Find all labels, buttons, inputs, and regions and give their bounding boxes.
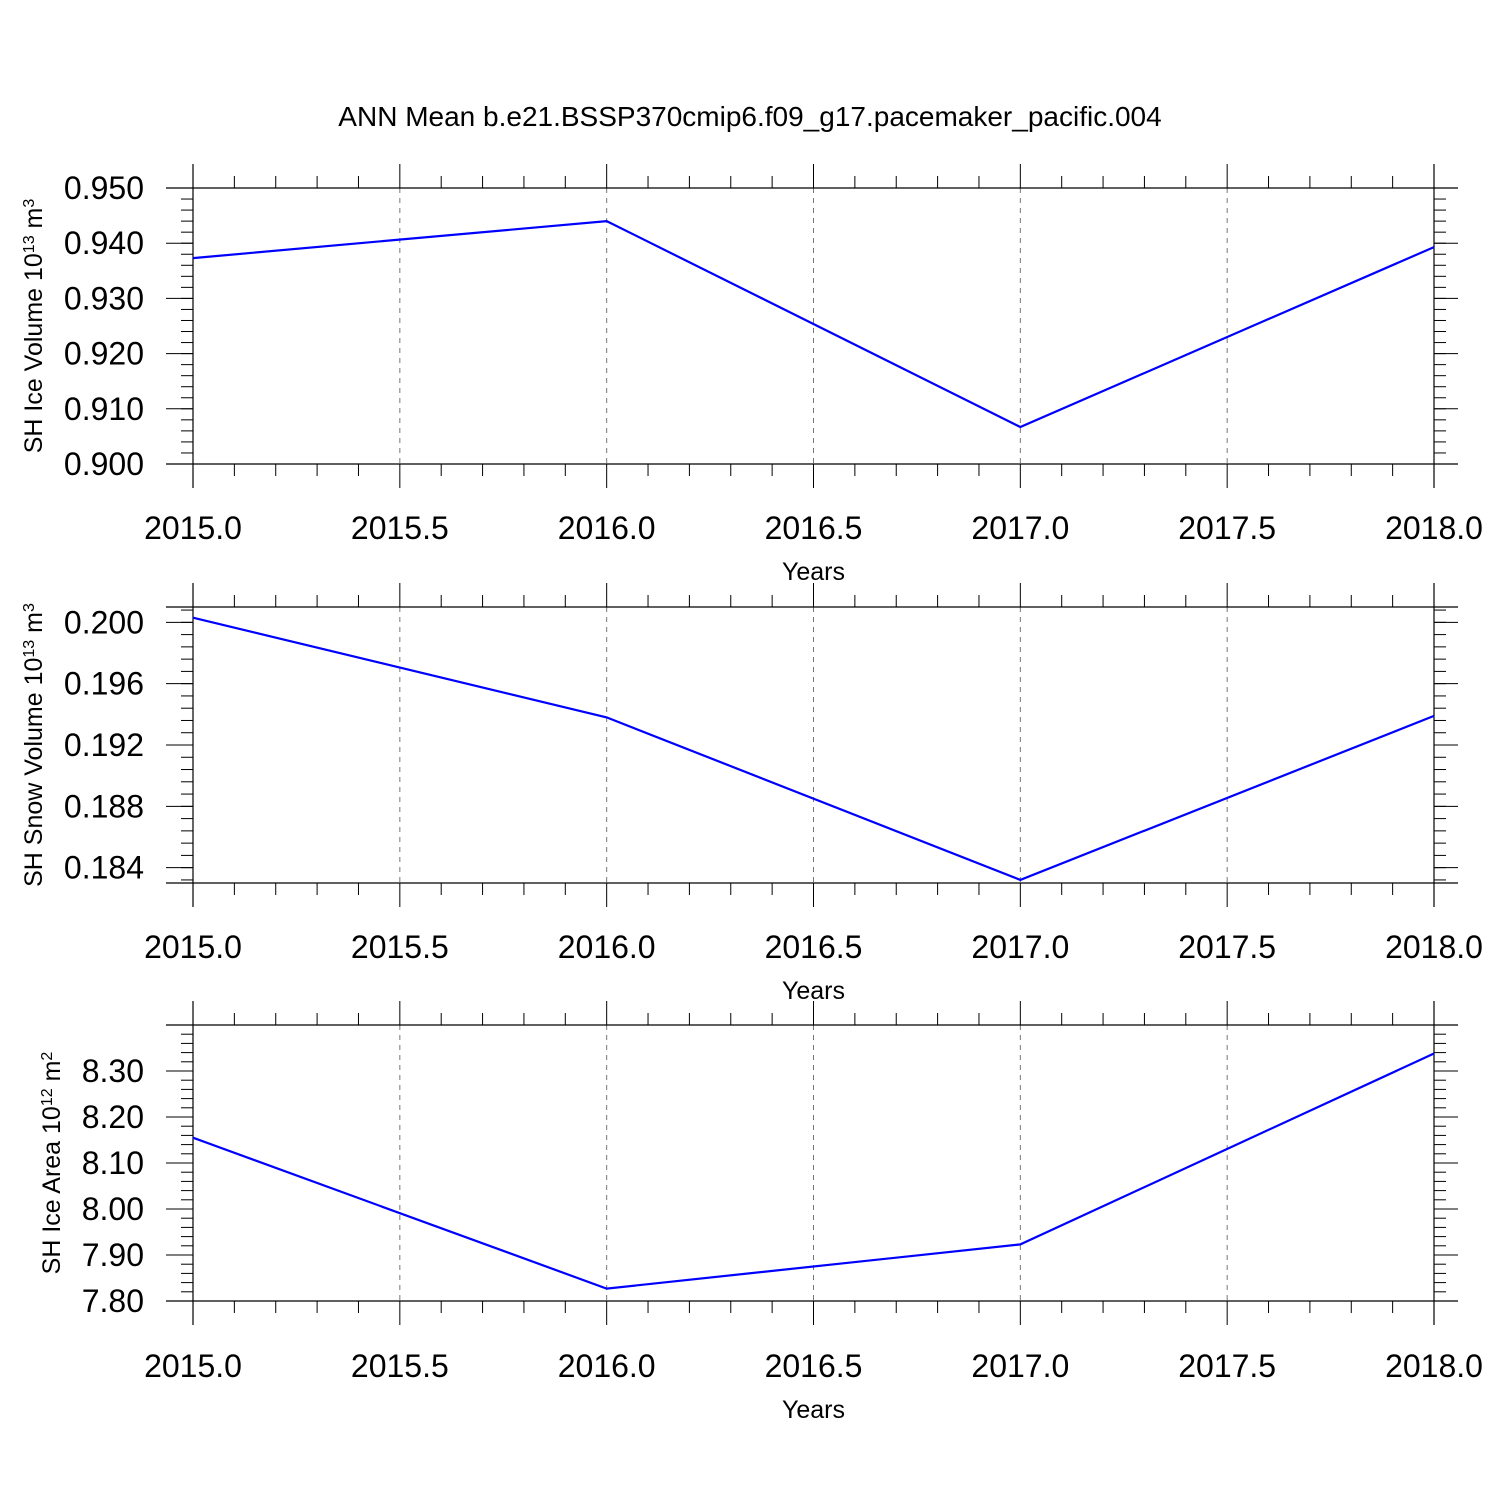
y-tick-label: 0.188 (64, 788, 144, 824)
x-tick-label: 2015.5 (351, 1348, 449, 1384)
y-axis-label-main: SH Snow Volume 10 (20, 658, 48, 887)
x-tick-label: 2016.0 (558, 510, 656, 546)
y-axis-label-sup1: 12 (39, 1088, 56, 1106)
x-tick-label: 2015.5 (351, 929, 449, 965)
y-axis-label-sup2: 2 (39, 1052, 56, 1061)
y-tick-label: 0.920 (64, 336, 144, 372)
x-tick-label: 2016.5 (765, 929, 863, 965)
x-tick-label: 2017.0 (971, 1348, 1069, 1384)
x-axis-label: Years (782, 977, 845, 1005)
y-tick-label: 8.00 (82, 1191, 144, 1227)
y-axis-label-unit: m (38, 1061, 66, 1089)
x-tick-label: 2017.0 (971, 929, 1069, 965)
x-tick-label: 2015.5 (351, 510, 449, 546)
y-tick-label: 0.940 (64, 225, 144, 261)
y-tick-label: 0.200 (64, 604, 144, 640)
y-tick-label: 0.192 (64, 727, 144, 763)
y-axis-label-unit: m (20, 208, 48, 236)
y-axis-label: SH Ice Volume 1013 m3 (20, 199, 48, 454)
y-tick-label: 0.910 (64, 391, 144, 427)
y-tick-label: 0.930 (64, 280, 144, 316)
x-tick-label: 2017.5 (1178, 929, 1276, 965)
x-tick-label: 2017.0 (971, 510, 1069, 546)
x-tick-label: 2016.5 (765, 510, 863, 546)
x-axis-label: Years (782, 558, 845, 586)
y-axis-label-main: SH Ice Volume 10 (20, 253, 48, 453)
y-axis-label-main: SH Ice Area 10 (38, 1106, 66, 1274)
panel-1: 0.900 0.910 0.920 0.930 0.940 0.950 2015.0 2015… (20, 164, 1483, 586)
x-tick-label: 2018.0 (1385, 929, 1483, 965)
y-tick-label: 0.900 (64, 446, 144, 482)
y-axis-label: SH Ice Area 1012 m2 (38, 1052, 66, 1275)
y-axis-label-sup2: 3 (21, 199, 38, 208)
series-line (192, 616, 1435, 882)
y-tick-label: 7.90 (82, 1237, 144, 1273)
series-line (192, 1052, 1435, 1290)
figure-title: ANN Mean b.e21.BSSP370cmip6.f09_g17.pace… (338, 101, 1161, 132)
panel-2: 0.184 0.188 0.192 0.196 0.200 2015.0 2015.5 201… (20, 583, 1483, 1005)
x-tick-label: 2018.0 (1385, 1348, 1483, 1384)
y-tick-label: 8.30 (82, 1053, 144, 1089)
y-axis-label: SH Snow Volume 1013 m3 (20, 603, 48, 887)
y-tick-label: 8.10 (82, 1145, 144, 1181)
y-axis-label-sup1: 13 (21, 235, 38, 253)
y-tick-label: 0.184 (64, 850, 144, 886)
y-tick-label: 7.80 (82, 1283, 144, 1319)
x-tick-label: 2017.5 (1178, 1348, 1276, 1384)
series-line (192, 219, 1435, 429)
x-tick-label: 2017.5 (1178, 510, 1276, 546)
y-axis-label-sup2: 3 (21, 603, 38, 612)
x-tick-label: 2016.0 (558, 929, 656, 965)
panel-3: 7.80 7.90 8.00 8.10 8.20 8.30 2015.0 2015.5 2016… (38, 1001, 1483, 1424)
x-tick-label: 2016.5 (765, 1348, 863, 1384)
x-tick-label: 2015.0 (144, 1348, 242, 1384)
y-tick-label: 0.950 (64, 170, 144, 206)
x-axis-label: Years (782, 1396, 845, 1424)
y-axis-label-unit: m (20, 612, 48, 640)
x-tick-label: 2016.0 (558, 1348, 656, 1384)
y-tick-label: 8.20 (82, 1099, 144, 1135)
x-tick-label: 2015.0 (144, 929, 242, 965)
y-axis-label-sup1: 13 (21, 640, 38, 658)
x-tick-label: 2018.0 (1385, 510, 1483, 546)
y-tick-label: 0.196 (64, 666, 144, 702)
x-tick-label: 2015.0 (144, 510, 242, 546)
